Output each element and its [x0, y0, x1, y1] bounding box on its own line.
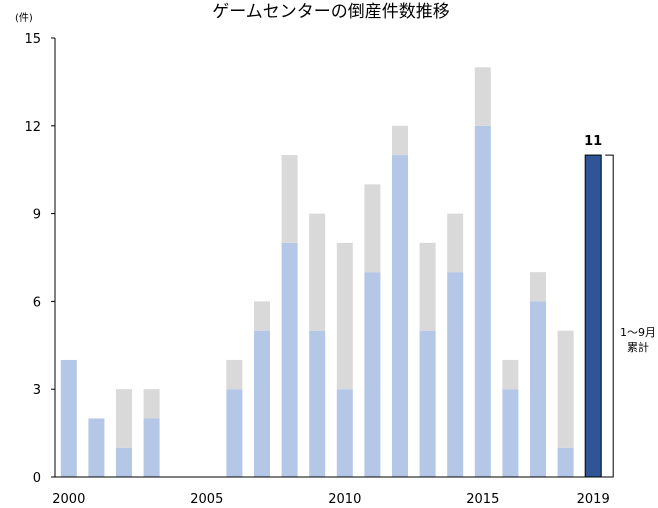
bar-2013-series-2	[419, 242, 436, 331]
x-tick-label: 2000	[52, 492, 85, 507]
bar-2009-series-2	[309, 213, 326, 331]
annotation-text: 1〜9月	[620, 326, 656, 339]
annotation-text: 累計	[627, 340, 649, 354]
bar-2003-series-2	[143, 389, 160, 419]
bar-2019-highlight	[584, 154, 602, 478]
y-tick-label: 6	[33, 295, 41, 310]
bar-2012-series-2	[392, 125, 408, 156]
bar-2017-series-2	[530, 272, 546, 302]
highlight-value-label: 11	[584, 134, 602, 149]
annotation-bracket	[605, 154, 614, 478]
x-axis-ticks: 2000 2005 2010 2015 2019	[52, 492, 609, 507]
bar-2000-series-1	[60, 359, 77, 477]
bar-2015-series-1	[474, 125, 491, 478]
x-tick-label: 2010	[328, 492, 361, 507]
x-tick-label: 2019	[577, 492, 610, 507]
bar-2006-series-1	[226, 389, 243, 477]
bar-2011-series-2	[364, 184, 381, 273]
bars	[60, 67, 602, 478]
chart-title: ゲームセンターの倒産件数推移	[212, 2, 450, 22]
x-tick-label: 2005	[190, 492, 223, 507]
bar-2018-series-2	[557, 330, 574, 448]
bar-2007-series-1	[254, 330, 270, 477]
y-tick-label: 12	[24, 120, 41, 135]
bar-2013-series-1	[419, 330, 436, 477]
bar-2010-series-2	[336, 242, 353, 390]
y-tick-label: 3	[33, 383, 41, 398]
x-tick-label: 2015	[466, 492, 499, 507]
y-axis-unit: (件)	[15, 12, 33, 24]
bar-2007-series-2	[254, 301, 270, 331]
bar-2014-series-2	[447, 213, 464, 273]
y-tick-label: 0	[33, 471, 41, 486]
bar-2002-series-1	[116, 447, 132, 477]
bar-2011-series-1	[364, 272, 381, 477]
bar-2012-series-1	[392, 155, 408, 478]
bar-2014-series-1	[447, 272, 464, 477]
bar-2003-series-1	[143, 418, 160, 477]
bar-2016-series-1	[502, 389, 519, 477]
bar-2006-series-2	[226, 359, 243, 390]
bar-2002-series-2	[116, 389, 132, 448]
bar-2009-series-1	[309, 330, 326, 477]
y-tick-label: 9	[33, 208, 41, 223]
bar-2018-series-1	[557, 447, 574, 477]
bar-2017-series-1	[530, 301, 546, 477]
bar-2016-series-2	[502, 359, 519, 390]
bar-2015-series-2	[474, 67, 491, 126]
y-tick-label: 15	[24, 32, 41, 47]
bar-2010-series-1	[336, 389, 353, 477]
bar-2008-series-1	[281, 242, 298, 477]
y-axis-ticks: 0 3 6 9 12 15	[24, 32, 55, 486]
bar-2008-series-2	[281, 155, 298, 243]
bar-2001-series-1	[88, 418, 105, 477]
